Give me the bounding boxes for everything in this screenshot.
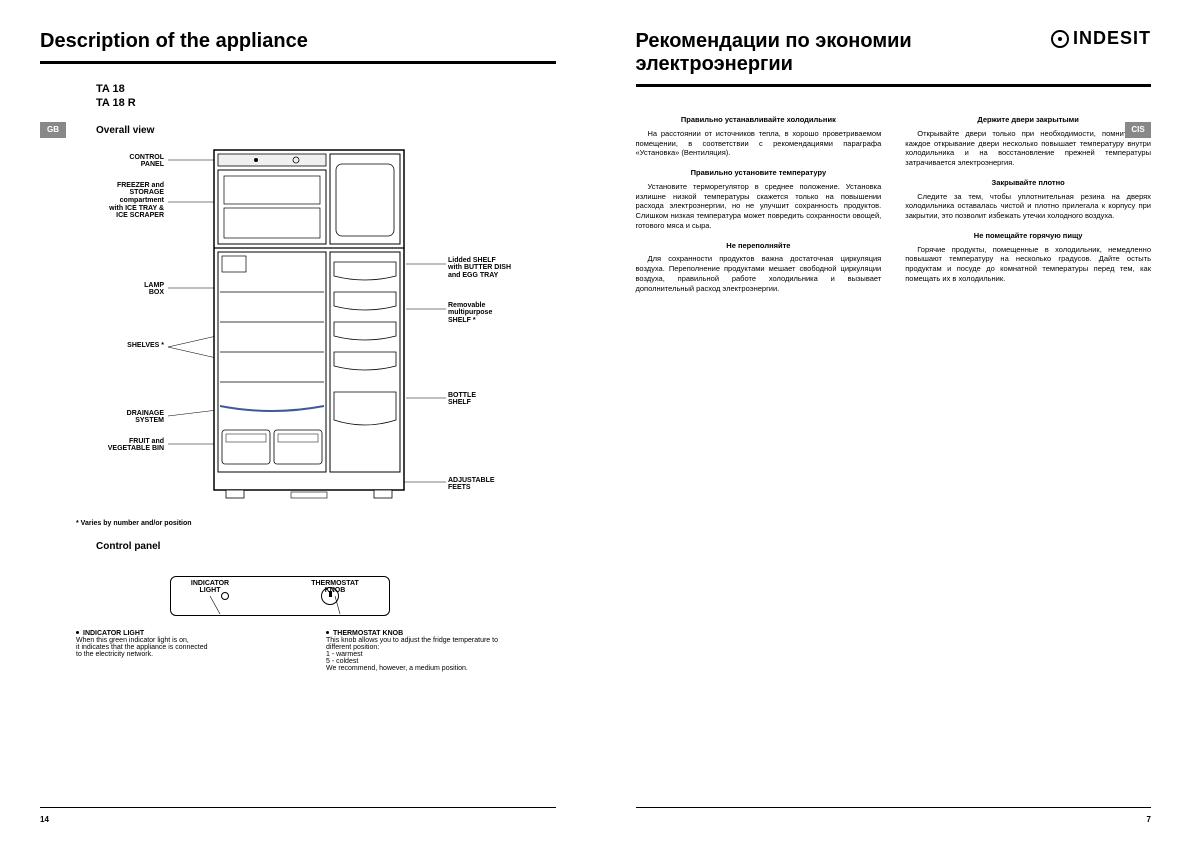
bullet-thermostat-title: THERMOSTAT KNOB	[333, 630, 403, 637]
appliance-diagram: CONTROLPANEL FREEZER andSTORAGEcompartme…	[96, 142, 516, 512]
control-panel-title: Control panel	[96, 541, 556, 552]
model-1: TA 18	[96, 82, 556, 96]
c1h0: Правильно устанавливайте холодильник	[636, 115, 882, 125]
text-columns: Правильно устанавливайте холодильник На …	[636, 105, 1152, 297]
footnote: * Varies by number and/or position	[76, 520, 556, 527]
c2h2: Не помещайте горячую пищу	[905, 231, 1151, 241]
lang-tag-gb: GB	[40, 122, 66, 138]
lbl-feet: ADJUSTABLEFEETS	[448, 477, 528, 492]
brand-text: INDESIT	[1073, 28, 1151, 49]
c2b0: Открывайте двери только при необходимост…	[905, 129, 1151, 168]
c2b2: Горячие продукты, помещенные в холодильн…	[905, 245, 1151, 284]
brand-circle-icon	[1051, 30, 1069, 48]
col-2: Держите двери закрытыми Открывайте двери…	[905, 105, 1151, 297]
control-panel-diagram: INDICATORLIGHT THERMOSTATKNOB	[140, 576, 420, 616]
lbl-shelves: SHELVES *	[96, 342, 164, 350]
overall-view-title: Overall view	[96, 125, 556, 136]
heading-left: Description of the appliance	[40, 30, 556, 53]
col-1: Правильно устанавливайте холодильник На …	[636, 105, 882, 297]
c2h0: Держите двери закрытыми	[905, 115, 1151, 125]
bullet-dot-icon	[326, 631, 329, 634]
lbl-drainage: DRAINAGESYSTEM	[96, 410, 164, 425]
bullet-dot-icon	[76, 631, 79, 634]
lbl-freezer: FREEZER andSTORAGEcompartmentwith ICE TR…	[96, 182, 164, 220]
c2b1: Следите за тем, чтобы уплотнительная рез…	[905, 192, 1151, 221]
lbl-bottle: BOTTLESHELF	[448, 392, 528, 407]
heading-rule-right	[636, 84, 1152, 87]
heading-rule-left	[40, 61, 556, 64]
c1h2: Не переполняйте	[636, 241, 882, 251]
bullet-indicator-title: INDICATOR LIGHT	[83, 630, 144, 637]
lbl-vegbin: FRUIT andVEGETABLE BIN	[96, 438, 164, 453]
bullet-thermostat: THERMOSTAT KNOB This knob allows you to …	[326, 630, 546, 672]
lbl-control-panel: CONTROLPANEL	[96, 154, 164, 169]
bullet-indicator: INDICATOR LIGHT When this green indicato…	[76, 630, 296, 672]
control-panel-bullets: INDICATOR LIGHT When this green indicato…	[76, 630, 556, 672]
pagenum-right: 7	[1147, 815, 1151, 824]
c2h1: Закрывайте плотно	[905, 178, 1151, 188]
indicator-light-icon	[221, 592, 229, 600]
cp-panel	[170, 576, 390, 616]
page-right: INDESIT Рекомендации по экономии электро…	[596, 0, 1191, 842]
c1b1: Установите терморегулятор в среднее поло…	[636, 182, 882, 231]
heading-right: Рекомендации по экономии электроэнергии	[636, 30, 996, 76]
c1b0: На расстоянии от источников тепла, в хор…	[636, 129, 882, 158]
bottom-rule-left	[40, 807, 556, 808]
thermostat-knob-icon	[321, 587, 339, 605]
bullet-thermostat-body: This knob allows you to adjust the fridg…	[326, 637, 498, 672]
bullet-indicator-body: When this green indicator light is on,it…	[76, 637, 208, 658]
lbl-removable: RemovablemultipurposeSHELF *	[448, 302, 528, 325]
bottom-rule-right	[636, 807, 1152, 808]
lang-tag-cis: CIS	[1125, 122, 1151, 138]
model-2: TA 18 R	[96, 96, 556, 110]
page-left: Description of the appliance GB TA 18 TA…	[0, 0, 596, 842]
c1h1: Правильно установите температуру	[636, 168, 882, 178]
lbl-lidded: Lidded SHELFwith BUTTER DISHand EGG TRAY	[448, 257, 528, 280]
c1b2: Для сохранности продуктов важна достаточ…	[636, 254, 882, 293]
lbl-lamp: LAMPBOX	[96, 282, 164, 297]
brand-logo: INDESIT	[1051, 28, 1151, 49]
pagenum-left: 14	[40, 815, 49, 824]
